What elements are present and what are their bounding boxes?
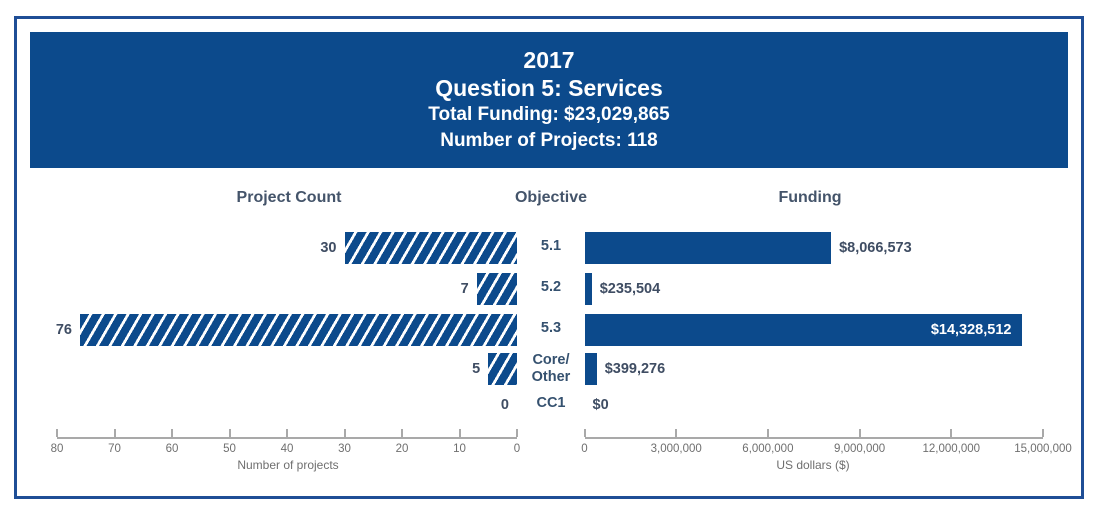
- dollars-axis-tick-label: 12,000,000: [922, 443, 981, 455]
- objective-label: Core/Other: [531, 352, 571, 385]
- banner-number-of-projects: Number of Projects: 118: [440, 130, 658, 151]
- project-count-bar: [476, 273, 517, 305]
- funding-value: $14,328,512: [930, 322, 1012, 338]
- project-count-value: 30: [320, 240, 337, 256]
- dollars-axis-line: [584, 437, 1043, 439]
- projects-axis-tick-label: 80: [50, 443, 64, 455]
- project-count-value: 0: [500, 397, 509, 413]
- funding-bar: [584, 314, 1023, 346]
- projects-axis-tick-label: 70: [108, 443, 121, 455]
- column-header-funding: Funding: [778, 189, 842, 206]
- project-count-bar: [80, 314, 517, 346]
- project-count-bar: [488, 353, 517, 385]
- column-header-objective: Objective: [514, 189, 588, 206]
- projects-axis-tick: [113, 429, 116, 437]
- dollars-axis-tick-label: 15,000,000: [1014, 443, 1072, 455]
- projects-axis-tick: [516, 429, 518, 437]
- projects-axis-tick: [401, 429, 403, 437]
- dollars-axis-tick-label: 9,000,000: [834, 443, 886, 455]
- funding-value: $235,504: [599, 281, 661, 297]
- column-header-project-count: Project Count: [236, 189, 342, 206]
- dollars-axis-tick: [675, 429, 678, 437]
- banner-question-title: Question 5: Services: [435, 75, 663, 101]
- dollars-axis-tick: [950, 429, 953, 437]
- funding-value: $399,276: [604, 361, 666, 377]
- projects-axis-tick-label: 0: [513, 443, 521, 455]
- objective-label: 5.2: [540, 279, 562, 295]
- projects-axis-tick-label: 20: [395, 443, 409, 455]
- project-count-bar: [344, 232, 517, 264]
- funding-value: $0: [592, 397, 609, 413]
- projects-axis-tick-label: 50: [223, 443, 236, 455]
- projects-axis-tick: [228, 429, 231, 437]
- objective-label: 5.1: [540, 238, 562, 254]
- project-count-value: 5: [472, 361, 481, 377]
- projects-axis-tick: [286, 429, 288, 437]
- dollars-axis-tick-label: 6,000,000: [742, 443, 794, 455]
- dollars-axis-tick-label: 3,000,000: [650, 443, 702, 455]
- banner-year: 2017: [523, 47, 575, 73]
- dollars-axis-title: US dollars ($): [776, 458, 850, 472]
- projects-axis-tick: [458, 429, 461, 437]
- funding-bar: [584, 353, 597, 385]
- objective-label: CC1: [536, 395, 566, 411]
- projects-axis-line: [57, 437, 517, 439]
- projects-axis-tick: [343, 429, 346, 437]
- funding-bar: [584, 232, 832, 264]
- projects-axis-tick-label: 30: [338, 443, 351, 455]
- funding-bar: [584, 273, 592, 305]
- projects-axis-tick: [171, 429, 173, 437]
- projects-axis-tick-label: 10: [453, 443, 466, 455]
- funding-value: $8,066,573: [839, 240, 912, 256]
- projects-axis-tick: [56, 429, 58, 437]
- header-banner: 2017 Question 5: Services Total Funding:…: [30, 32, 1068, 168]
- projects-axis-tick-label: 40: [280, 443, 294, 455]
- dollars-axis-tick: [583, 429, 586, 437]
- projects-axis-title: Number of projects: [237, 458, 339, 472]
- dollars-axis-tick-label: 0: [581, 443, 588, 455]
- project-count-value: 76: [55, 322, 72, 338]
- project-count-value: 7: [460, 281, 469, 297]
- dollars-axis-tick: [858, 429, 861, 437]
- objective-label: 5.3: [540, 320, 562, 336]
- projects-axis-tick-label: 60: [165, 443, 179, 455]
- dollars-axis-tick: [766, 429, 769, 437]
- dollars-axis-tick: [1042, 429, 1044, 437]
- banner-total-funding: Total Funding: $23,029,865: [428, 104, 670, 125]
